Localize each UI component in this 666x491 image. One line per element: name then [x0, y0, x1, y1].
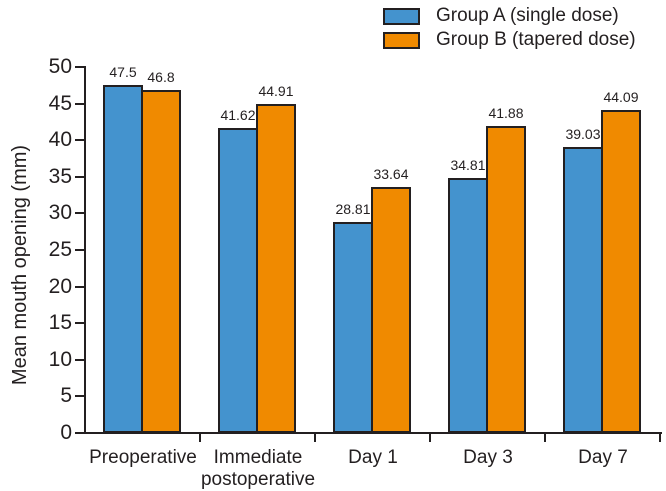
legend-label-group-a: Group A (single dose) — [436, 5, 619, 26]
y-axis-tick — [75, 249, 84, 251]
y-tick-label: 50 — [48, 55, 72, 78]
bar-group-b — [486, 126, 526, 433]
bar-group-a — [448, 178, 488, 433]
x-axis-tick — [544, 434, 546, 442]
x-axis-tick — [429, 434, 431, 442]
bar-value-label: 44.91 — [258, 83, 294, 99]
y-tick-label: 5 — [60, 384, 72, 407]
y-tick-label: 0 — [60, 421, 72, 444]
x-category-label: Preoperative — [89, 447, 197, 468]
y-tick-label: 10 — [48, 348, 72, 371]
bar-group-b — [371, 187, 411, 433]
bar-value-label: 46.8 — [147, 69, 175, 85]
x-axis-tick — [314, 434, 316, 442]
x-axis-line — [84, 432, 662, 434]
y-axis-tick — [75, 322, 84, 324]
bar-value-label: 47.5 — [109, 64, 137, 80]
y-axis-tick — [75, 286, 84, 288]
x-axis-tick — [659, 434, 661, 442]
bar-group-a — [563, 147, 603, 433]
x-axis-tick — [199, 434, 201, 442]
legend-item-group-b: Group B (tapered dose) — [383, 28, 636, 52]
x-category-label: Day 1 — [348, 447, 398, 468]
bar-value-label: 28.81 — [335, 201, 371, 217]
y-axis-tick — [75, 212, 84, 214]
bar-value-label: 34.81 — [450, 157, 486, 173]
bar-group-b — [141, 90, 181, 433]
bar-value-label: 41.62 — [220, 107, 256, 123]
x-category-label: Day 3 — [463, 447, 513, 468]
bar-value-label: 41.88 — [488, 105, 524, 121]
x-category-label: Day 7 — [578, 447, 628, 468]
bar-value-label: 39.03 — [565, 126, 601, 142]
legend-label-group-b: Group B (tapered dose) — [436, 29, 636, 50]
y-tick-label: 45 — [48, 92, 72, 115]
x-category-label: Immediate postoperative — [200, 447, 316, 491]
bar-group-a — [103, 85, 143, 433]
y-tick-label: 20 — [48, 275, 72, 298]
bar-group-a — [218, 128, 258, 433]
legend-swatch-group-a-icon — [383, 7, 420, 25]
chart-legend: Group A (single dose) Group B (tapered d… — [383, 4, 636, 52]
y-axis-tick — [75, 395, 84, 397]
legend-swatch-group-b-icon — [383, 31, 420, 49]
y-tick-label: 40 — [48, 128, 72, 151]
y-tick-label: 15 — [48, 311, 72, 334]
y-axis-tick — [75, 66, 84, 68]
bar-group-b — [601, 110, 641, 433]
bar-group-a — [333, 222, 373, 433]
legend-item-group-a: Group A (single dose) — [383, 4, 636, 28]
y-axis-tick — [75, 359, 84, 361]
bar-value-label: 33.64 — [373, 166, 409, 182]
bar-group-b — [256, 104, 296, 433]
bar-value-label: 44.09 — [603, 89, 639, 105]
y-axis-tick — [75, 432, 84, 434]
y-axis-tick — [75, 139, 84, 141]
y-tick-label: 35 — [48, 165, 72, 188]
y-tick-label: 25 — [48, 238, 72, 261]
y-axis-line — [84, 66, 86, 434]
y-tick-label: 30 — [48, 201, 72, 224]
y-axis-tick — [75, 103, 84, 105]
y-axis-tick — [75, 176, 84, 178]
